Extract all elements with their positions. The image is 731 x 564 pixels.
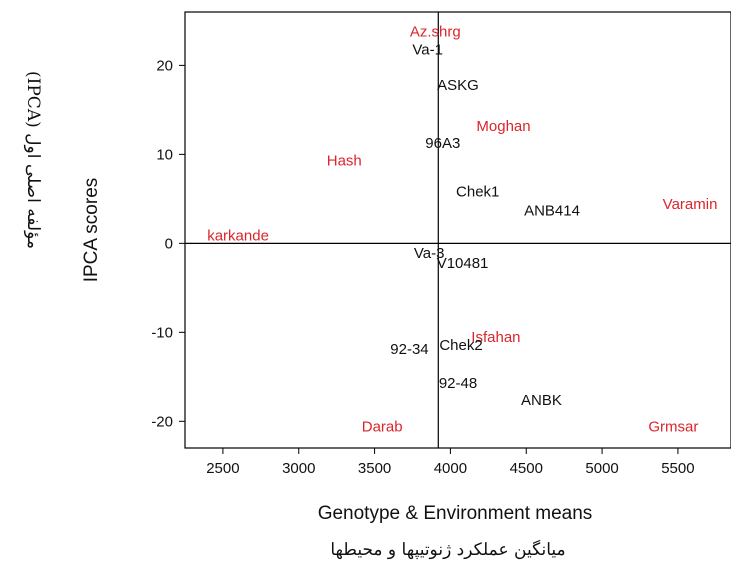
genotype-point-label: 96A3 [425, 135, 460, 152]
x-tick-label: 3000 [282, 460, 315, 477]
x-tick-label: 5500 [661, 460, 694, 477]
environment-point-label: Moghan [476, 118, 530, 135]
genotype-point-label: Chek2 [439, 337, 482, 354]
x-axis-title: Genotype & Environment means [318, 503, 593, 524]
x-tick-label: 4000 [434, 460, 467, 477]
genotype-point-label: Va-1 [412, 41, 443, 58]
x-axis-ticks: 2500 3000 3500 4000 4500 5000 5500 [206, 448, 695, 477]
genotype-point-label: 92-34 [390, 341, 428, 358]
genotype-point-label: ANB414 [524, 202, 580, 219]
environment-point-label: Grmsar [648, 419, 698, 436]
x-tick-label: 5000 [585, 460, 618, 477]
x-axis-title-persian: میانگین عملکرد ژنوتیپها و محیطها [330, 539, 565, 560]
y-axis-title: IPCA scores [81, 178, 102, 283]
genotype-point-label: ASKG [437, 77, 479, 94]
y-tick-label: 10 [156, 146, 173, 163]
genotype-point-label: Chek1 [456, 184, 499, 201]
xlabel-mask [175, 495, 731, 527]
genotype-point-label: V10481 [437, 255, 489, 272]
genotype-point-label: ANBK [521, 392, 562, 409]
genotype-point-label: 92-48 [439, 375, 477, 392]
y-axis-ticks: -20 -10 0 10 20 [151, 57, 185, 430]
genotype-point-label: Va-3 [414, 245, 445, 262]
environment-point-label: Isfahan [471, 329, 520, 346]
environment-point-label: Az.shrg [410, 24, 461, 41]
y-axis-title-persian: مؤلفه اصلی اول (IPCA) [23, 71, 43, 249]
y-tick-label: 20 [156, 57, 173, 74]
x-tick-label: 2500 [206, 460, 239, 477]
environment-point-label: karkande [207, 227, 269, 244]
plot-frame [184, 11, 731, 449]
environment-point-label: Darab [362, 419, 403, 436]
y-tick-label: -10 [151, 324, 173, 341]
y-tick-label: 0 [165, 235, 173, 252]
x-tick-label: 3500 [358, 460, 391, 477]
environment-point-label: Hash [327, 153, 362, 170]
point-labels: Az.shrg Moghan Hash Varamin karkande Isfahan D… [207, 24, 717, 436]
x-tick-label: 4500 [510, 460, 543, 477]
environment-point-label: Varamin [663, 196, 718, 213]
y-tick-label: -20 [151, 413, 173, 430]
